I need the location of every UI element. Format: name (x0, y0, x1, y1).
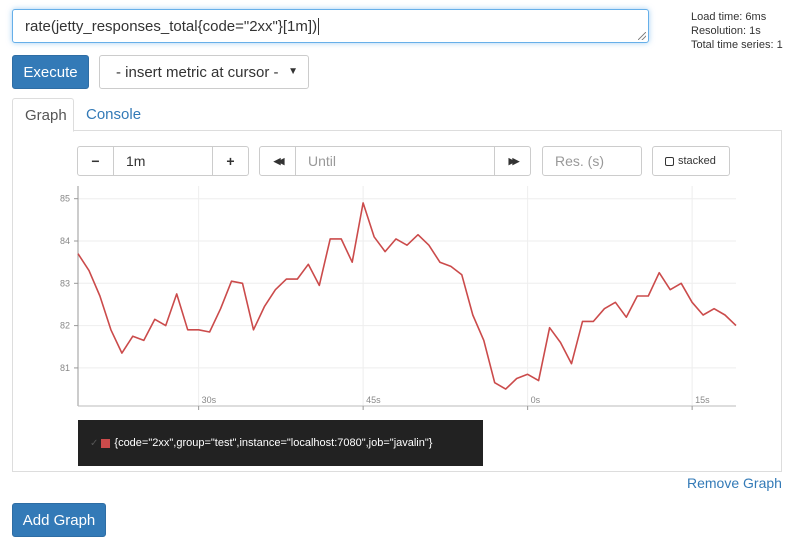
stacked-label: stacked (678, 155, 716, 167)
execute-button[interactable]: Execute (12, 55, 89, 89)
total-series: Total time series: 1 (691, 39, 783, 51)
range-duration-group: − 1m + (77, 146, 249, 176)
range-input[interactable]: 1m (126, 153, 146, 169)
resize-handle[interactable] (638, 32, 646, 40)
metric-select-label: - insert metric at cursor - (116, 63, 279, 81)
remove-graph-link[interactable]: Remove Graph (687, 475, 782, 491)
chart-grid (78, 186, 736, 406)
resolution-input[interactable]: Res. (s) (542, 146, 642, 176)
metric-select[interactable]: - insert metric at cursor - ▼ (99, 55, 309, 89)
expression-input[interactable]: rate(jetty_responses_total{code="2xx"}[1… (12, 9, 649, 43)
x-tick-label: 15s (695, 395, 710, 405)
y-tick-label: 84 (60, 236, 70, 246)
x-tick-label: 45s (366, 395, 381, 405)
forward-icon[interactable]: ▶▶ (494, 147, 530, 175)
until-input[interactable]: Until (308, 153, 337, 169)
y-tick-label: 83 (60, 278, 70, 288)
tab-graph[interactable]: Graph (12, 98, 74, 132)
check-icon[interactable]: ✓ (90, 437, 99, 449)
x-tick-label: 0s (531, 395, 541, 405)
expression-text: rate(jetty_responses_total{code="2xx"}[1… (25, 18, 318, 35)
add-graph-button[interactable]: Add Graph (12, 503, 106, 537)
series-swatch (101, 438, 111, 448)
checkbox-icon (665, 156, 674, 166)
tab-console[interactable]: Console (86, 106, 142, 123)
tab-bar: Graph Console (12, 98, 782, 132)
y-tick-label: 81 (60, 363, 70, 373)
resolution: Resolution: 1s (691, 25, 761, 37)
y-tick-label: 85 (60, 194, 70, 204)
chart-series (77, 202, 737, 390)
x-tick-label: 30s (202, 395, 217, 405)
chart-ticks: 81 82 83 84 85 30s 45s 0s 15s (60, 194, 710, 410)
decrease-range-button[interactable]: − (78, 147, 114, 175)
series-line (77, 202, 737, 390)
chart-legend: ✓ {code="2xx",group="test",instance="loc… (78, 420, 483, 466)
end-time-group: ◀◀ Until ▶▶ (259, 146, 531, 176)
backward-icon[interactable]: ◀◀ (260, 147, 296, 175)
query-stats: Load time: 6ms Resolution: 1s Total time… (691, 10, 783, 52)
caret-down-icon: ▼ (288, 66, 298, 77)
legend-series-label[interactable]: {code="2xx",group="test",instance="local… (114, 437, 433, 449)
increase-range-button[interactable]: + (212, 147, 248, 175)
load-time: Load time: 6ms (691, 11, 767, 23)
y-tick-label: 82 (60, 321, 70, 331)
stacked-toggle[interactable]: stacked (652, 146, 730, 176)
graph-panel (12, 131, 782, 472)
chart-axes (77, 186, 736, 407)
